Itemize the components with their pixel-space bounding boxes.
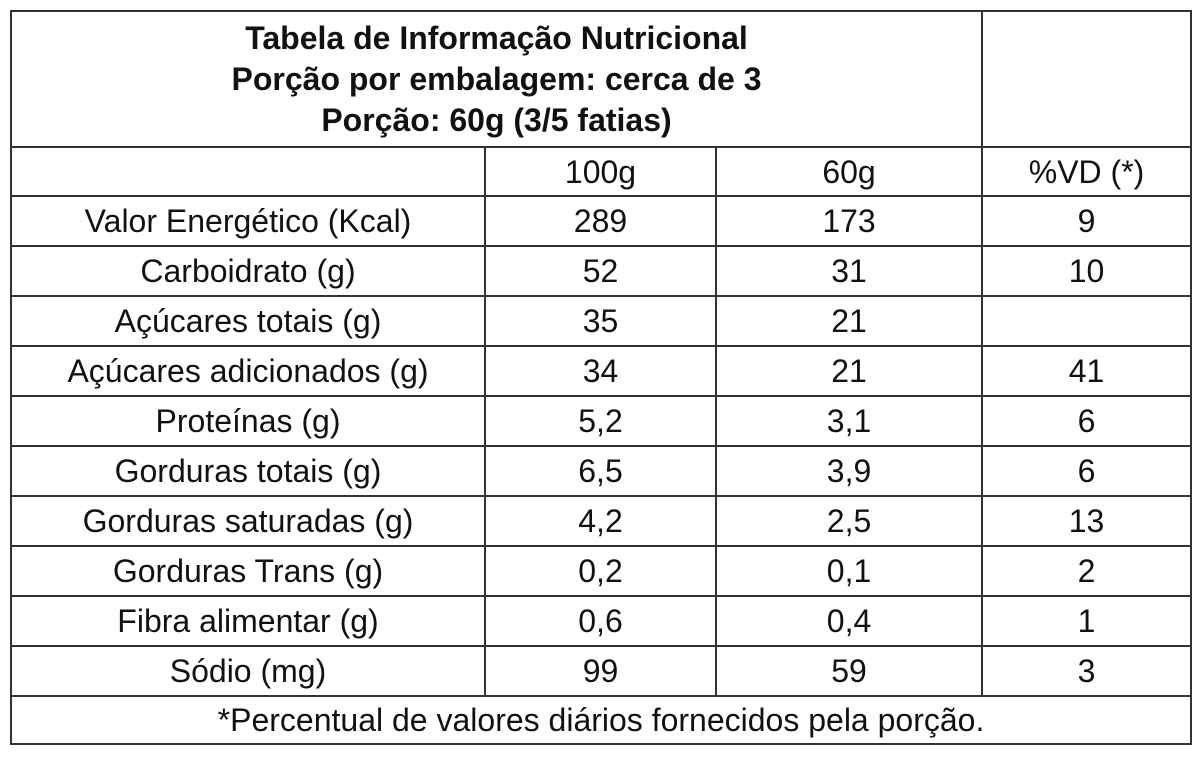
value-100g: 289	[484, 195, 717, 247]
column-header-nutrient	[10, 146, 486, 197]
nutrient-name: Gorduras totais (g)	[10, 445, 486, 497]
title-row: Tabela de Informação Nutricional Porção …	[9, 10, 1193, 148]
value-vd: 13	[981, 495, 1193, 547]
value-vd: 9	[981, 195, 1193, 247]
table-row: Sódio (mg) 99 59 3	[10, 645, 1193, 697]
value-100g: 35	[484, 295, 717, 347]
table-row: Gorduras saturadas (g) 4,2 2,5 13	[10, 495, 1193, 547]
column-header-100g: 100g	[484, 146, 717, 197]
value-60g: 21	[714, 345, 984, 397]
nutrient-name: Valor Energético (Kcal)	[10, 195, 486, 247]
value-vd: 6	[981, 445, 1193, 497]
table-row: Açúcares totais (g) 35 21	[10, 295, 1193, 347]
value-100g: 4,2	[484, 495, 717, 547]
nutrient-name: Fibra alimentar (g)	[10, 595, 486, 647]
table-row: Açúcares adicionados (g) 34 21 41	[10, 345, 1193, 397]
value-vd: 3	[981, 645, 1193, 697]
value-100g: 6,5	[484, 445, 717, 497]
nutrient-name: Gorduras Trans (g)	[10, 545, 486, 597]
footnote-row: *Percentual de valores diários fornecido…	[9, 695, 1193, 745]
nutrient-name: Proteínas (g)	[10, 395, 486, 447]
footnote: *Percentual de valores diários fornecido…	[9, 695, 1193, 745]
nutrient-name: Sódio (mg)	[10, 645, 486, 697]
value-vd: 1	[981, 595, 1193, 647]
value-vd: 2	[981, 545, 1193, 597]
title-line-2: Porção por embalagem: cerca de 3	[231, 60, 762, 97]
title-line-3: Porção: 60g (3/5 fatias)	[321, 101, 672, 138]
table-row: Carboidrato (g) 52 31 10	[10, 245, 1193, 297]
value-100g: 52	[484, 245, 717, 297]
column-header-60g: 60g	[714, 146, 984, 197]
title-line-1: Tabela de Informação Nutricional	[245, 19, 748, 56]
value-vd: 10	[981, 245, 1193, 297]
value-100g: 0,2	[484, 545, 717, 597]
nutrient-name: Açúcares totais (g)	[10, 295, 486, 347]
value-60g: 0,4	[714, 595, 984, 647]
nutrient-name: Gorduras saturadas (g)	[10, 495, 486, 547]
value-vd	[981, 295, 1193, 347]
value-60g: 3,1	[714, 395, 984, 447]
value-60g: 2,5	[714, 495, 984, 547]
value-vd: 6	[981, 395, 1193, 447]
value-60g: 59	[714, 645, 984, 697]
title-empty-cell	[981, 10, 1193, 148]
column-header-row: 100g 60g %VD (*)	[10, 146, 1193, 197]
nutrient-rows: Valor Energético (Kcal) 289 173 9 Carboidrat…	[10, 195, 1193, 697]
value-vd: 41	[981, 345, 1193, 397]
table-row: Valor Energético (Kcal) 289 173 9	[10, 195, 1193, 247]
value-100g: 34	[484, 345, 717, 397]
value-60g: 21	[714, 295, 984, 347]
value-100g: 0,6	[484, 595, 717, 647]
value-60g: 3,9	[714, 445, 984, 497]
table-row: Gorduras totais (g) 6,5 3,9 6	[10, 445, 1193, 497]
table-row: Fibra alimentar (g) 0,6 0,4 1	[10, 595, 1193, 647]
table-title: Tabela de Informação Nutricional Porção …	[9, 10, 984, 148]
nutrient-name: Açúcares adicionados (g)	[10, 345, 486, 397]
value-100g: 5,2	[484, 395, 717, 447]
value-100g: 99	[484, 645, 717, 697]
value-60g: 31	[714, 245, 984, 297]
nutrition-facts-table: Tabela de Informação Nutricional Porção …	[9, 10, 1193, 745]
table-row: Proteínas (g) 5,2 3,1 6	[10, 395, 1193, 447]
column-header-vd: %VD (*)	[981, 146, 1193, 197]
table-row: Gorduras Trans (g) 0,2 0,1 2	[10, 545, 1193, 597]
value-60g: 173	[714, 195, 984, 247]
nutrient-name: Carboidrato (g)	[10, 245, 486, 297]
value-60g: 0,1	[714, 545, 984, 597]
